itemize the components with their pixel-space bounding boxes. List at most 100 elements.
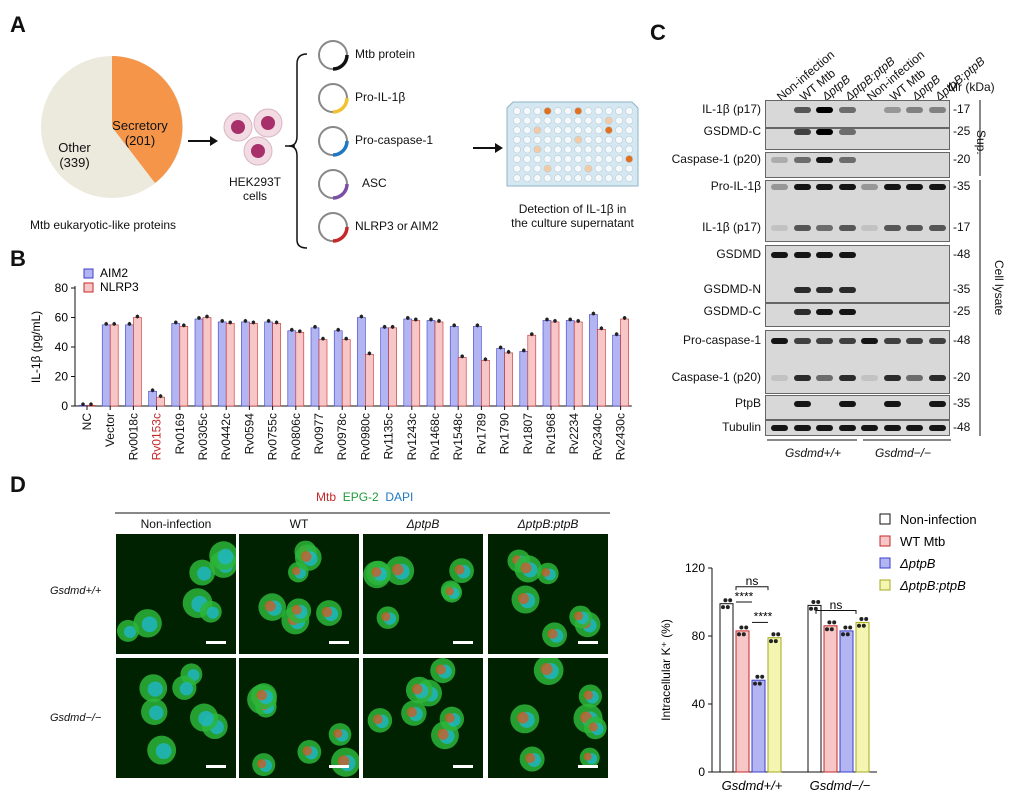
blot-band xyxy=(793,129,811,135)
bar xyxy=(597,329,606,407)
blot-band xyxy=(861,425,878,431)
legend-swatch xyxy=(879,535,891,547)
y-tick-label: 80 xyxy=(55,281,69,295)
blot-band xyxy=(816,252,833,258)
legend-swatch xyxy=(879,557,891,569)
group-underlines xyxy=(767,439,951,441)
blot-band xyxy=(838,287,856,293)
hek293t-cells-icon xyxy=(223,108,283,166)
bar xyxy=(767,637,782,773)
bar xyxy=(449,326,459,407)
data-point xyxy=(744,625,749,630)
data-point xyxy=(769,639,773,644)
data-point xyxy=(81,402,85,407)
bar xyxy=(295,331,305,407)
stat-annotation: ns xyxy=(746,574,759,588)
bar xyxy=(411,320,421,407)
blot-band xyxy=(816,287,833,293)
pie-label-other: Other (339) xyxy=(58,140,91,170)
stain-legend: Mtb EPG-2 DAPI xyxy=(316,490,414,504)
data-point xyxy=(313,325,317,329)
pie-chart xyxy=(41,56,183,198)
data-point xyxy=(205,314,209,319)
bar xyxy=(403,318,413,407)
blot-band xyxy=(883,338,901,344)
y-tick-label: 0 xyxy=(61,399,68,413)
pie-slice-secretory xyxy=(112,56,183,183)
data-point xyxy=(737,632,741,637)
data-point xyxy=(127,322,132,326)
micrograph xyxy=(238,657,360,779)
data-point xyxy=(857,623,861,628)
legend-label: NLRP3 xyxy=(100,280,139,294)
scale-bar xyxy=(578,765,598,768)
x-tick-label: Vector xyxy=(103,413,117,447)
data-point xyxy=(506,350,511,354)
blot-band xyxy=(816,107,833,113)
scale-bar xyxy=(206,641,226,644)
blot-label: Pro-caspase-1 xyxy=(682,333,761,347)
blot-band xyxy=(883,107,901,113)
data-point xyxy=(197,316,201,320)
data-point xyxy=(382,325,387,329)
micrograph xyxy=(238,533,360,655)
blot-label: Caspase-1 (p20) xyxy=(671,370,761,384)
data-point xyxy=(390,325,395,329)
column-label: WT xyxy=(289,517,309,531)
bar xyxy=(179,326,189,407)
blot-label: IL-1β (p17) xyxy=(702,220,761,234)
blot-band xyxy=(793,184,811,190)
data-point xyxy=(174,320,178,325)
data-point xyxy=(843,625,848,630)
micrograph xyxy=(362,533,484,655)
blot-band xyxy=(906,425,923,431)
blot-label: Caspase-1 (p20) xyxy=(671,152,761,166)
micrograph xyxy=(487,533,609,655)
bar xyxy=(823,625,838,773)
x-tick-label: Rv1135c xyxy=(382,413,396,459)
blot-band xyxy=(793,401,811,407)
blot-label: Tubulin xyxy=(722,420,761,434)
bar xyxy=(550,321,560,407)
data-point xyxy=(757,681,762,686)
blot-band xyxy=(793,252,811,258)
data-point xyxy=(614,332,619,336)
blot-band xyxy=(793,425,811,431)
blot-band xyxy=(883,375,901,381)
legend-swatch xyxy=(83,268,94,279)
blot-band xyxy=(838,157,856,163)
data-point xyxy=(848,625,853,630)
x-tick-label: Rv2234 xyxy=(567,413,581,455)
scale-bar xyxy=(578,641,598,644)
data-point xyxy=(406,316,410,320)
x-tick-label: Gsdmd+/+ xyxy=(722,778,783,793)
data-point xyxy=(112,322,116,326)
blot-label: GSDMD-C xyxy=(703,124,761,138)
bar xyxy=(133,317,142,407)
bar xyxy=(751,679,766,773)
plasmid-icon xyxy=(318,40,349,71)
mw-marker: -35 xyxy=(953,282,971,296)
blot-band xyxy=(906,225,923,231)
blot-band xyxy=(883,184,901,190)
scale-bar xyxy=(453,765,473,768)
stat-annotation: ns xyxy=(830,598,843,612)
x-tick-label: Rv1548c xyxy=(451,413,465,460)
data-point xyxy=(298,329,302,334)
x-tick-label: Rv1243c xyxy=(405,413,419,460)
bar xyxy=(807,604,822,773)
blot-band xyxy=(883,401,901,407)
bar xyxy=(504,352,513,407)
legend-label: WT Mtb xyxy=(900,534,945,549)
stat-annotation: **** xyxy=(754,610,773,624)
data-point xyxy=(367,351,372,356)
x-tick-label: Rv0153c xyxy=(150,413,164,460)
data-point xyxy=(776,632,781,637)
scale-bar xyxy=(453,641,473,644)
bar xyxy=(481,359,490,407)
blot-band xyxy=(793,309,811,315)
section-brackets xyxy=(979,100,981,436)
data-point xyxy=(437,319,441,323)
bar xyxy=(264,321,273,407)
bar xyxy=(473,326,482,407)
